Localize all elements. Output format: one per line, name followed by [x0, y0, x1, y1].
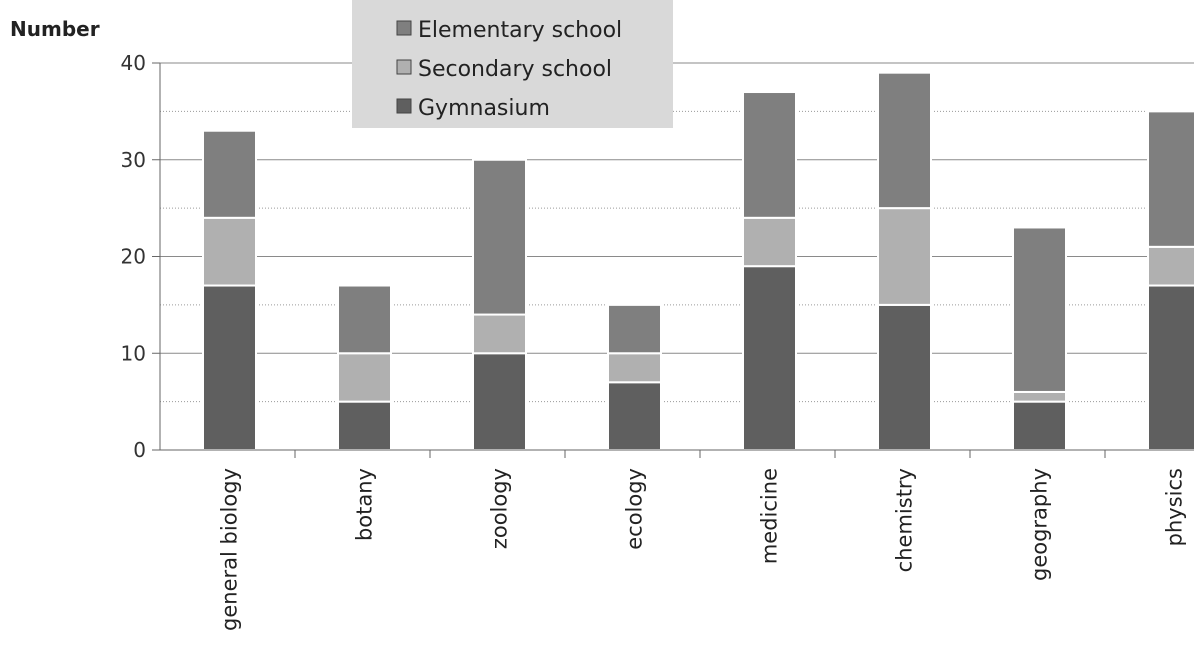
bar-segment-elementary-school [472, 158, 527, 316]
bar-segment-gymnasium [472, 352, 527, 451]
x-tick-label: ecology [623, 468, 647, 550]
x-tick-label: zoology [488, 468, 512, 549]
bar-segment-elementary-school [202, 129, 257, 219]
bars [202, 71, 1194, 451]
legend-swatch [396, 20, 412, 36]
x-tick-label: medicine [758, 468, 782, 564]
bar-segment-secondary-school [337, 352, 392, 403]
bar-segment-elementary-school [1012, 226, 1067, 393]
bar-segment-gymnasium [337, 400, 392, 451]
legend-swatch [396, 98, 412, 114]
legend-label: Secondary school [418, 57, 612, 82]
axes: 0 10 20 30 40 general biology botany zoology eco… [121, 51, 1194, 631]
legend-label: Elementary school [418, 18, 622, 43]
bar-segment-elementary-school [337, 284, 392, 355]
bar-segment-gymnasium [202, 284, 257, 451]
bar-segment-secondary-school [202, 216, 257, 287]
legend: Elementary school Secondary school Gymnasi… [352, 0, 673, 128]
bar-segment-elementary-school [1147, 110, 1194, 248]
bar-segment-gymnasium [1147, 284, 1194, 451]
bar-segment-gymnasium [607, 381, 662, 451]
bar-segment-secondary-school [607, 352, 662, 384]
x-tick-label: botany [353, 468, 377, 541]
bar-segment-gymnasium [877, 303, 932, 451]
bar-segment-secondary-school [1012, 390, 1067, 403]
bar-segment-secondary-school [472, 313, 527, 355]
y-tick-label: 40 [121, 51, 146, 75]
bar-segment-gymnasium [742, 265, 797, 451]
bar-segment-elementary-school [877, 71, 932, 210]
y-tick-label: 30 [121, 148, 146, 172]
bar-segment-secondary-school [877, 207, 932, 306]
y-axis-label: Number [10, 17, 100, 41]
bar-segment-secondary-school [742, 216, 797, 268]
y-tick-label: 20 [121, 245, 146, 269]
y-tick-label: 10 [121, 341, 146, 365]
legend-swatch [396, 59, 412, 75]
y-tick-label: 0 [133, 438, 146, 462]
bar-segment-gymnasium [1012, 400, 1067, 451]
x-tick-label: chemistry [893, 468, 917, 572]
x-tick-label: physics [1163, 468, 1187, 546]
bar-segment-secondary-school [1147, 245, 1194, 287]
x-tick-label: geography [1028, 468, 1052, 581]
bar-segment-elementary-school [607, 303, 662, 355]
legend-label: Gymnasium [418, 96, 550, 121]
bar-segment-elementary-school [742, 91, 797, 219]
x-tick-label: general biology [218, 468, 242, 631]
